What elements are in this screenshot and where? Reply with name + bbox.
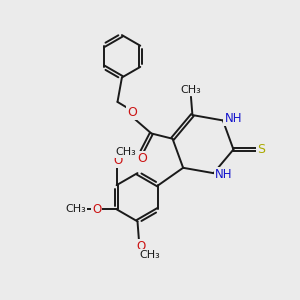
Text: CH₃: CH₃ [140, 250, 160, 260]
Text: CH₃: CH₃ [181, 85, 201, 95]
Text: CH₃: CH₃ [65, 204, 86, 214]
Text: NH: NH [224, 112, 242, 125]
Text: O: O [137, 240, 146, 253]
Text: CH₃: CH₃ [116, 147, 136, 157]
Text: S: S [257, 143, 266, 156]
Text: O: O [127, 106, 137, 119]
Text: NH: NH [215, 168, 232, 181]
Text: O: O [137, 152, 147, 165]
Text: O: O [92, 203, 101, 216]
Text: O: O [113, 154, 123, 166]
